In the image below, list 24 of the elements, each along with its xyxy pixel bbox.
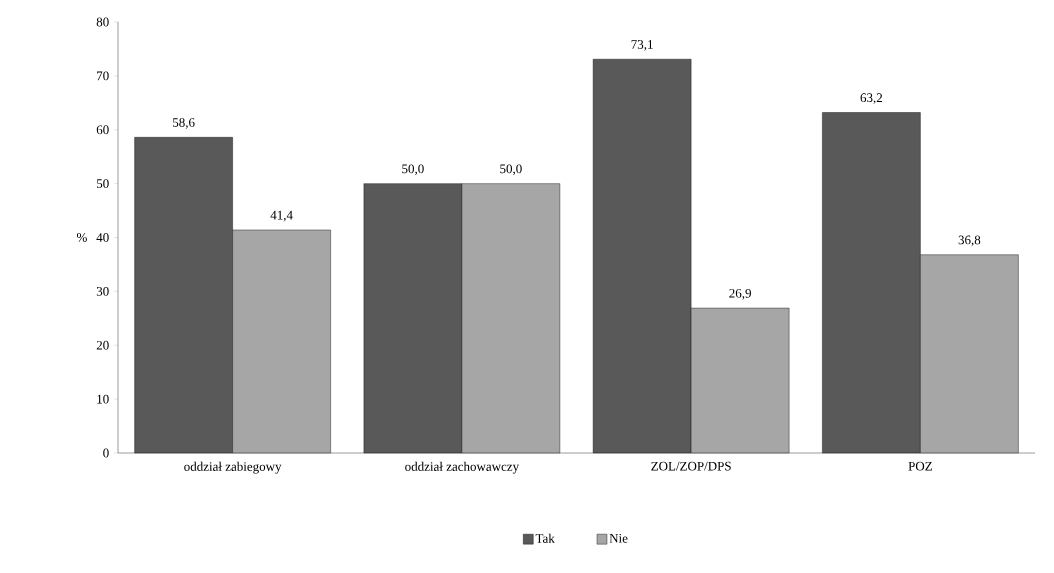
y-tick-label: 70 [97,71,109,81]
y-tick-label: 50 [96,179,109,189]
y-tick-label: 80 [96,17,109,27]
y-tick-label: 40 [96,233,109,242]
data-label: 50,0 [402,164,424,176]
legend-label: Nie [609,533,628,543]
x-tick-label: oddział zachowawczy [405,461,520,474]
data-label: 50,0 [500,164,522,176]
data-label: 73,1 [631,40,653,51]
y-tick-label: 10 [97,394,109,404]
data-label: 58,6 [173,118,195,129]
y-axis-title: % [76,233,87,242]
data-label: 41,4 [270,210,293,222]
x-tick-label: ZOL/ZOP/DPS [651,461,731,471]
data-label: 63,2 [860,93,883,104]
data-label: 36,8 [958,235,981,247]
y-tick-label: 30 [96,287,109,296]
x-tick-label: oddział zabiegowy [184,461,282,474]
x-tick-label: POZ [908,461,932,471]
y-tick-label: 60 [96,125,109,135]
legend-label: Tak [535,533,555,543]
y-tick-label: 20 [96,340,109,350]
data-label: 26,9 [729,288,751,300]
y-tick-label: 0 [103,448,109,458]
